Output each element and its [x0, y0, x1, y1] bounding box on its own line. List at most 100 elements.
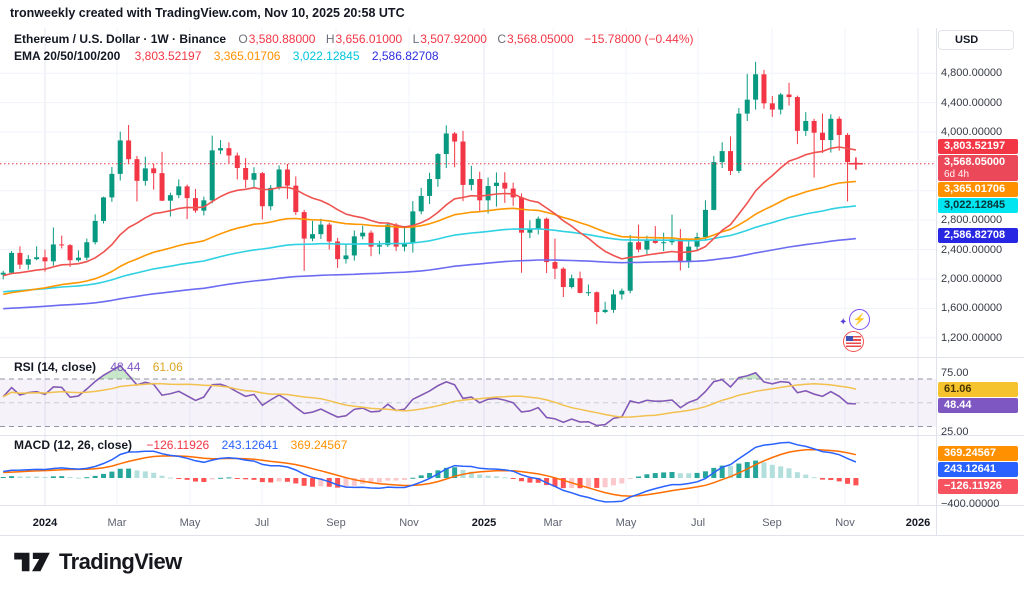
rsi-tick-label: 75.00 — [941, 367, 969, 380]
candle-body — [310, 234, 316, 239]
brand-text: TradingView — [59, 549, 182, 574]
candle-body — [585, 292, 591, 294]
macd-histogram-bar — [569, 478, 575, 489]
macd-histogram-bar — [142, 471, 148, 479]
macd-histogram-bar — [159, 475, 165, 479]
price-tick-label: 4,000.00000 — [941, 125, 1003, 138]
macd-hist-value: −126.11926 — [146, 438, 210, 452]
macd-histogram-bar — [84, 477, 90, 479]
macd-histogram-bar — [42, 476, 48, 479]
macd-histogram-bar — [527, 478, 533, 483]
macd-histogram-bar — [552, 478, 558, 487]
time-axis[interactable]: 2024 Mar May Jul Sep Nov 2025 Mar May Jul Sep Nov 20… — [0, 505, 936, 535]
macd-histogram-bar — [209, 478, 215, 480]
candle-body — [753, 74, 759, 100]
macd-histogram-bar — [460, 469, 466, 479]
candle-body — [393, 224, 399, 247]
macd-histogram-bar — [427, 473, 433, 479]
macd-histogram-bar — [218, 477, 224, 479]
macd-histogram-bar — [376, 478, 382, 483]
macd-histogram-bar — [736, 463, 742, 479]
candle-body — [435, 154, 441, 180]
macd-histogram-bar — [786, 468, 792, 479]
candle-body — [644, 240, 650, 250]
price-tick-label: 4,400.00000 — [941, 96, 1003, 109]
macd-histogram-bar — [34, 476, 40, 479]
close-value: 3,568.05000 — [507, 32, 574, 46]
us-flag-image — [846, 336, 861, 347]
macd-histogram-bar — [0, 477, 6, 479]
candle-body — [493, 182, 499, 187]
macd-histogram-bar — [452, 467, 458, 479]
macd-tick-label: −400.00000 — [941, 498, 1000, 511]
candle-body — [702, 209, 708, 238]
candle-body — [719, 151, 725, 163]
macd-histogram-bar — [25, 476, 31, 479]
time-tick-label: 2024 — [32, 517, 58, 529]
macd-histogram-bar — [176, 478, 182, 480]
candle-body — [761, 74, 767, 104]
macd-histogram-bar — [17, 476, 23, 479]
candle-body — [535, 218, 541, 230]
price-tick-label: 2,400.00000 — [941, 243, 1003, 256]
macd-histogram-bar — [744, 462, 750, 479]
candle-body — [293, 185, 299, 213]
currency-button[interactable]: USD — [938, 30, 1014, 50]
candle-body — [477, 179, 483, 201]
us-flag-icon[interactable] — [843, 331, 864, 352]
price-tick-label: 2,000.00000 — [941, 272, 1003, 285]
price-axis-badge: −126.11926 — [938, 478, 1018, 494]
time-tick-label: Mar — [543, 517, 563, 529]
candle-body — [636, 242, 642, 250]
change-value: −15.78000 (−0.44%) — [584, 32, 694, 46]
rsi-tick-label: 25.00 — [941, 426, 969, 439]
candle-body — [117, 140, 123, 174]
macd-histogram-bar — [335, 478, 341, 488]
candle-body — [485, 186, 491, 201]
candle-body — [226, 148, 232, 156]
tradingview-logo[interactable]: TradingView — [13, 549, 182, 575]
macd-histogram-bar — [251, 478, 257, 480]
macd-histogram-bar — [101, 473, 107, 479]
macd-histogram-bar — [9, 476, 15, 479]
macd-histogram-bar — [401, 478, 407, 481]
candle-body — [276, 169, 282, 188]
attribution-text: tronweekly created with TradingView.com,… — [10, 6, 405, 20]
macd-histogram-bar — [268, 478, 274, 483]
candle-body — [527, 229, 533, 233]
rsi-band — [0, 379, 936, 427]
low-label: L — [412, 32, 420, 46]
candle-body — [176, 186, 182, 196]
macd-histogram-bar — [694, 472, 700, 479]
price-axis[interactable]: 4,800.00000 4,400.00000 4,000.00000 2,800.0… — [936, 28, 1024, 535]
candle-body — [677, 239, 683, 263]
macd-histogram-bar — [845, 478, 851, 484]
macd-histogram-bar — [318, 478, 324, 487]
rsi-ma-line — [2, 364, 856, 427]
time-tick-label: Mar — [107, 517, 127, 529]
macd-histogram-bar — [560, 478, 566, 489]
candle-body — [17, 252, 23, 265]
tradingview-mark-icon — [14, 552, 50, 572]
macd-histogram-bar — [167, 477, 173, 479]
candle-body — [594, 292, 600, 313]
price-axis-badge: 61.06 — [938, 382, 1018, 398]
ema20-value: 3,803.52197 — [134, 49, 202, 63]
lightning-boost-icon[interactable]: ⚡ — [849, 309, 870, 330]
macd-histogram-bar — [686, 473, 692, 479]
macd-histogram-bar — [510, 478, 516, 480]
macd-histogram-bar — [385, 478, 391, 481]
macd-histogram-bar — [577, 478, 583, 489]
candle-body — [510, 188, 516, 198]
candle-body — [142, 168, 148, 181]
macd-histogram-bar — [728, 465, 734, 479]
macd-histogram-bar — [184, 478, 190, 480]
price-axis-badge: 3,568.05000 6d 4h — [938, 154, 1018, 181]
candle-body — [560, 268, 566, 288]
macd-histogram-bar — [50, 476, 56, 479]
macd-histogram-bar — [326, 478, 332, 487]
macd-histogram-bar — [652, 473, 658, 479]
candle-body — [669, 239, 675, 243]
